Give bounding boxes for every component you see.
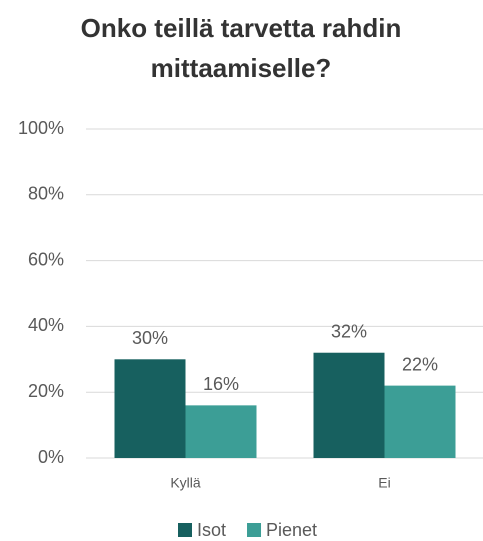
x-tick-label: Ei (378, 475, 390, 491)
y-tick-label: 40% (28, 315, 64, 335)
data-label: 30% (132, 328, 168, 348)
y-tick-label: 0% (38, 447, 64, 467)
bar (185, 405, 257, 458)
data-label: 16% (203, 374, 239, 394)
y-tick-label: 20% (28, 381, 64, 401)
y-tick-label: 100% (18, 118, 64, 138)
bar (384, 385, 456, 458)
bar (313, 352, 385, 458)
legend-label: Isot (197, 520, 226, 540)
data-label: 22% (402, 354, 438, 374)
chart-title: Onko teillä tarvetta rahdin mittaamisell… (80, 13, 402, 83)
data-label: 32% (331, 321, 367, 341)
x-tick-label: Kyllä (170, 475, 201, 491)
legend-label: Pienet (266, 520, 317, 540)
y-tick-label: 60% (28, 249, 64, 269)
legend-swatch (178, 523, 192, 537)
bar (114, 359, 186, 458)
y-tick-label: 80% (28, 184, 64, 204)
legend-swatch (247, 523, 262, 537)
